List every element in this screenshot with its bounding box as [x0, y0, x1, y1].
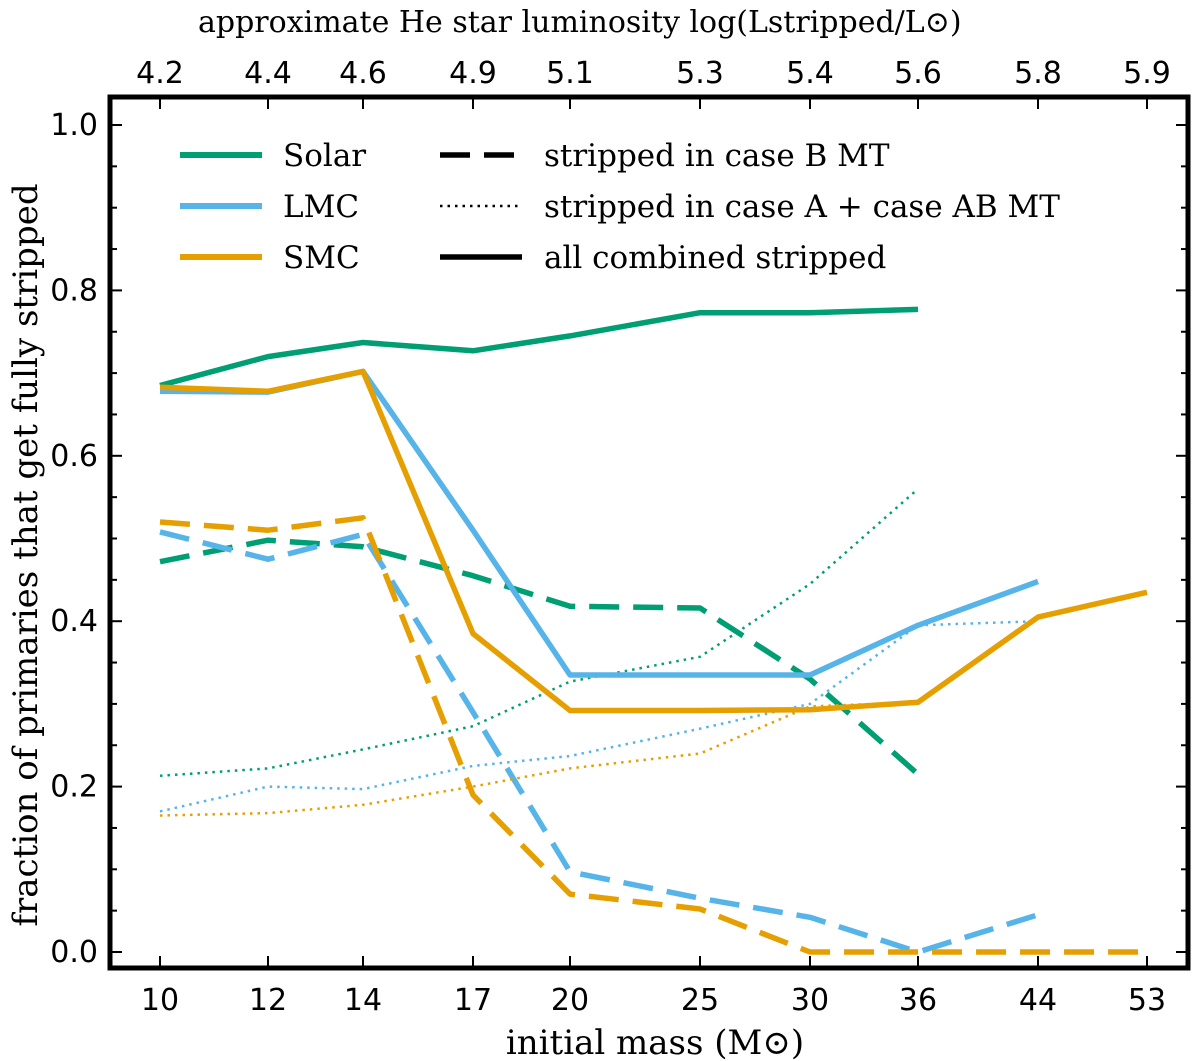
legend-label-solar: Solar	[283, 138, 366, 174]
top-tick-label: 4.4	[244, 56, 292, 91]
plot-area: 10 4.2 12 4.4 14 4.6 17 4.9 20 5.1 25 5.3 30 5.4 36 5.6…	[50, 56, 1191, 1018]
series-line-solar-combined	[159, 306, 919, 389]
y-tick-label: 0.8	[50, 273, 98, 308]
legend-style-label: stripped in case A + case AB MT	[544, 189, 1060, 225]
plot-frame	[107, 94, 1191, 971]
y-axis-title: fraction of primaries that get fully str…	[6, 183, 46, 926]
x-tick-label: 10	[141, 983, 179, 1018]
top-tick-label: 5.3	[676, 56, 724, 91]
x-tick-label: 14	[344, 983, 382, 1018]
y-tick-label: 1.0	[50, 108, 98, 143]
x-tick-label: 25	[681, 983, 719, 1018]
top-tick-label: 5.6	[894, 56, 942, 91]
x-tick-label: 12	[249, 983, 287, 1018]
series-line-solar-case-b	[159, 537, 920, 777]
series-line-smc-combined	[159, 368, 1148, 714]
x-tick-label: 17	[454, 983, 492, 1018]
y-tick-label: 0.6	[50, 439, 98, 474]
series-line-lmc-case-b	[159, 529, 1039, 955]
top-tick-label: 5.8	[1014, 56, 1062, 91]
y-tick-label: 0.0	[50, 935, 98, 970]
top-tick-label: 5.4	[786, 56, 834, 91]
x-axis-title: initial mass (M⊙)	[506, 1023, 804, 1061]
x-tick-label: 20	[551, 983, 589, 1018]
series-line-lmc-combined	[159, 368, 1039, 678]
top-tick-label: 5.1	[546, 56, 594, 91]
top-tick-label: 4.6	[339, 56, 387, 91]
top-tick-label: 4.2	[136, 56, 184, 91]
y-tick-label: 0.2	[50, 770, 98, 805]
x-tick-label: 30	[791, 983, 829, 1018]
x-tick-label: 44	[1019, 983, 1057, 1018]
x-tick-label: 36	[899, 983, 937, 1018]
legend-label-lmc: LMC	[283, 189, 359, 225]
legend-style-label: stripped in case B MT	[544, 138, 890, 174]
top-tick-label: 4.9	[449, 56, 497, 91]
x-tick-label: 53	[1128, 983, 1166, 1018]
top-axis-title: approximate He star luminosity log(Lstri…	[198, 5, 962, 40]
legend-label-smc: SMC	[283, 240, 360, 276]
series-line-smc-case-b	[159, 515, 1147, 955]
legend-style-label: all combined stripped	[544, 240, 886, 276]
series-line-lmc-case-a-ab	[159, 619, 1039, 813]
y-tick-label: 0.4	[50, 604, 98, 639]
top-tick-label: 5.9	[1123, 56, 1171, 91]
